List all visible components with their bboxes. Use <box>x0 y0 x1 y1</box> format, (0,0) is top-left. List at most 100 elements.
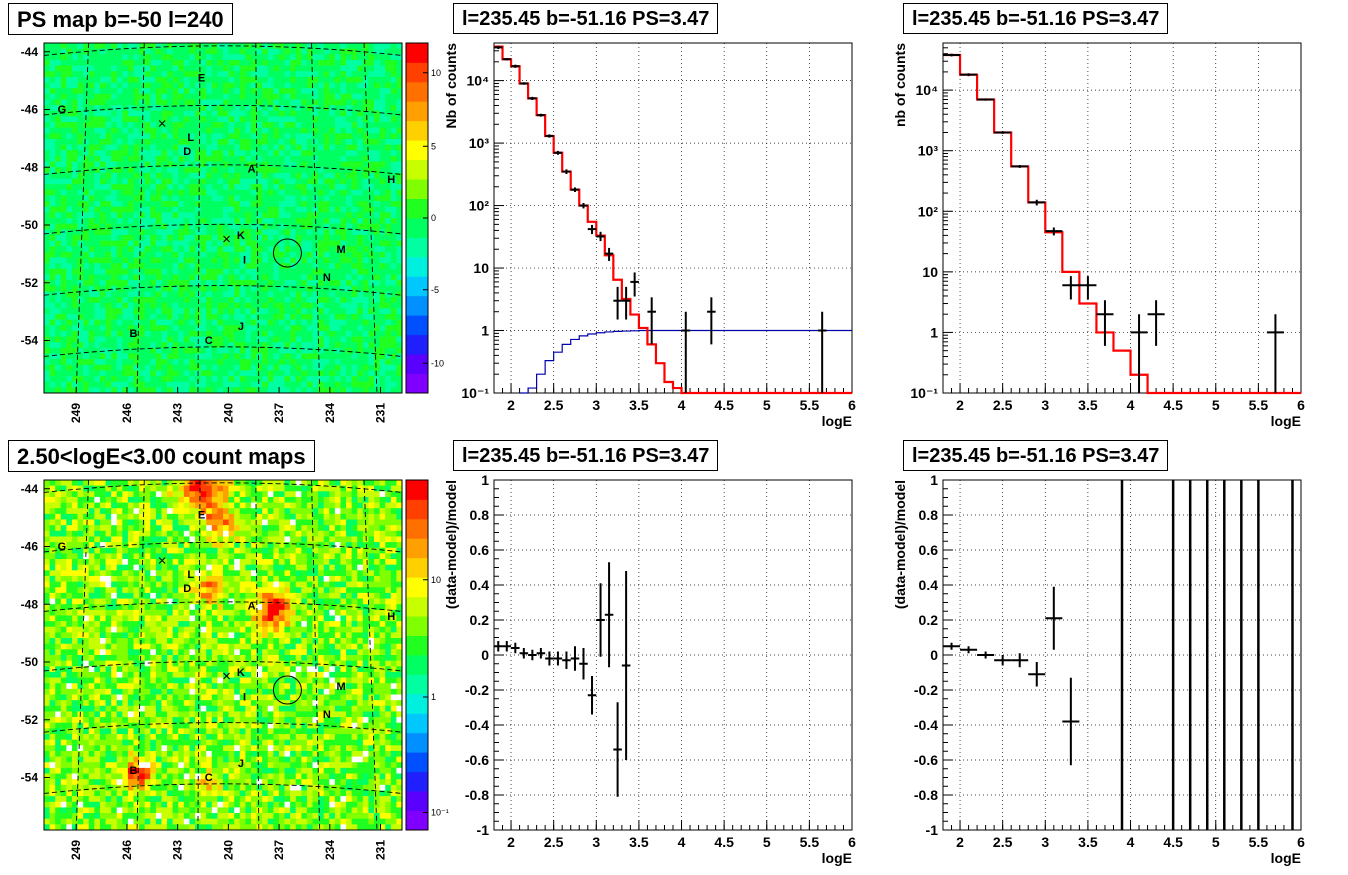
x-tick-label: 5.5 <box>800 834 820 850</box>
colorbar-swatch <box>406 334 428 355</box>
residual-1-panel: 2 2.5 3 3.5 4 4.5 5 5.5 6 1 0.8 0.6 0.4 0.2 0 -0.2 -0.4 -… <box>443 472 856 866</box>
colorbar-swatch <box>406 120 428 141</box>
colorbar-swatch <box>406 752 428 773</box>
y-tick-label: -1 <box>477 822 490 838</box>
title-spectrum-2: l=235.45 b=-51.16 PS=3.47 <box>903 3 1169 34</box>
data-point <box>960 73 978 77</box>
colorbar-swatch <box>406 237 428 258</box>
x-tick-label: 3 <box>1041 397 1049 413</box>
data-point <box>536 113 546 117</box>
x-tick-label: 246 <box>120 840 134 860</box>
source-label-l: L <box>187 569 194 581</box>
residual-point <box>1011 653 1029 668</box>
colorbar-swatch <box>406 655 428 675</box>
colorbar-swatch <box>406 810 428 831</box>
latitude-line <box>43 223 403 235</box>
data-point <box>570 187 580 192</box>
residual-point <box>613 702 622 797</box>
y-tick-label: 10⁻¹ <box>910 385 938 401</box>
y-tick-label: -52 <box>21 276 39 290</box>
residual-point <box>1045 586 1063 650</box>
source-label-d: D <box>183 146 191 158</box>
colorbar-swatch <box>406 315 428 336</box>
x-tick-label: 246 <box>120 403 134 423</box>
colorbar-swatch <box>406 159 428 180</box>
data-point <box>630 272 639 297</box>
longitude-line <box>197 42 201 394</box>
data-point <box>579 202 588 209</box>
longitude-line <box>255 42 260 394</box>
colorbar-tick-label: 0 <box>431 213 436 223</box>
residual-point <box>604 562 614 668</box>
x-tick-label: 243 <box>171 840 185 860</box>
y-axis-label: (data-model)/model <box>892 480 908 609</box>
cross-marker <box>223 235 230 243</box>
colorbar-swatch <box>406 693 428 714</box>
x-tick-label: 4.5 <box>1163 834 1183 850</box>
latitude-line <box>43 482 403 493</box>
x-tick-label: 6 <box>848 834 856 850</box>
y-tick-label: 0.2 <box>470 612 490 628</box>
y-tick-label: 10⁴ <box>916 82 939 98</box>
x-tick-label: 231 <box>374 403 388 423</box>
x-axis-label: logE <box>1271 850 1301 866</box>
source-label-l: L <box>187 132 194 144</box>
source-label-g: G <box>58 104 67 116</box>
ps-map-coord-grid <box>43 42 403 394</box>
colorbar-tick-label: 1 <box>431 692 436 702</box>
plot-background <box>494 43 852 393</box>
residual-point <box>621 571 631 760</box>
x-tick-label: 6 <box>1297 834 1305 850</box>
residual-point <box>494 641 503 652</box>
colorbar-swatch <box>406 62 428 83</box>
y-tick-label: 10² <box>469 198 490 214</box>
y-tick-label: 1 <box>930 472 938 488</box>
spectrum-2-panel: 2 2.5 3 3.5 4 4.5 5 5.5 6 10⁴ 10³ 10² 10 1 10⁻¹ logE nb … <box>892 42 1305 429</box>
x-tick-label: 5.5 <box>800 397 820 413</box>
y-tick-label: 10² <box>918 203 939 219</box>
y-tick-label: -52 <box>21 713 39 727</box>
colorbar-swatch <box>406 198 428 219</box>
data-point <box>977 98 995 101</box>
longitude-line <box>255 479 260 831</box>
residual-point <box>545 651 554 666</box>
colorbar-tick-label: -10 <box>431 358 444 368</box>
longitude-line <box>311 42 321 394</box>
data-point <box>994 131 1012 134</box>
x-tick-label: 237 <box>272 840 286 860</box>
ps-map-panel: 249 246 243 240 237 234 231-44-46-48-50-52-54E… <box>21 42 444 423</box>
ps-map-frame <box>43 42 403 394</box>
residual-point <box>511 642 520 654</box>
y-tick-label: -54 <box>21 771 39 785</box>
y-axis-label: nb of counts <box>892 43 908 127</box>
title-residual-1: l=235.45 b=-51.16 PS=3.47 <box>453 440 719 471</box>
data-point <box>562 169 571 175</box>
source-label-g: G <box>58 541 67 553</box>
source-label-m: M <box>337 681 346 693</box>
y-tick-label: -0.6 <box>465 752 489 768</box>
y-tick-label: 1 <box>481 472 489 488</box>
x-tick-label: 2.5 <box>993 834 1013 850</box>
colorbar-swatch <box>406 43 428 63</box>
colorbar-swatch <box>406 538 428 559</box>
longitude-line <box>363 479 378 831</box>
data-point <box>1096 300 1114 346</box>
latitude-line <box>43 601 403 612</box>
x-axis-label: logE <box>1271 413 1301 429</box>
source-label-k: K <box>237 230 245 242</box>
plot-background <box>943 43 1301 393</box>
data-point <box>817 311 827 393</box>
y-tick-label: 1 <box>481 323 489 339</box>
x-axis-label: logE <box>822 413 852 429</box>
x-tick-label: 243 <box>171 403 185 423</box>
colorbar-swatch <box>406 771 428 792</box>
y-tick-label: -1 <box>926 822 939 838</box>
longitude-line <box>75 42 89 394</box>
residual-point <box>562 651 571 669</box>
residual-2-panel: 2 2.5 3 3.5 4 4.5 5 5.5 6 1 0.8 0.6 0.4 0.2 0 -0.2 -0.4 -… <box>892 472 1305 866</box>
latitude-line <box>43 783 403 794</box>
y-tick-label: -0.6 <box>914 752 938 768</box>
colorbar-tick-label: 5 <box>431 141 436 151</box>
source-label-i: I <box>243 692 246 704</box>
